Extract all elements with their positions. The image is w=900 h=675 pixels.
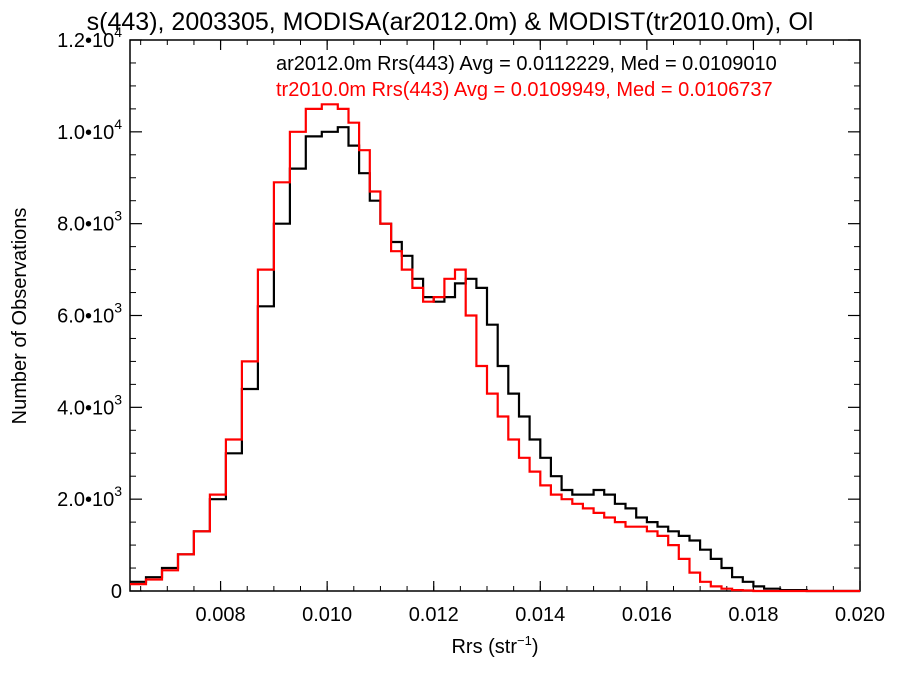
y-axis-label: Number of Observations — [9, 208, 31, 425]
x-tick-label: 0.014 — [515, 604, 565, 626]
y-tick-label: 0 — [111, 581, 122, 603]
x-axis-label: Rrs (str−1) — [451, 633, 538, 658]
y-tick-mantissa: 0 — [111, 581, 122, 603]
y-tick-exponent: 4 — [114, 116, 122, 132]
y-tick-label: 2.0•103 — [57, 483, 122, 511]
y-tick-mantissa: 8.0•10 — [57, 214, 114, 236]
x-axis-label-main: Rrs (str — [451, 636, 517, 658]
y-tick-mantissa: 1.2•10 — [57, 30, 114, 52]
x-tick-label: 0.010 — [302, 604, 352, 626]
x-tick-label: 0.018 — [728, 604, 778, 626]
y-tick-mantissa: 1.0•10 — [57, 122, 114, 144]
y-tick-mantissa: 4.0•10 — [57, 397, 114, 419]
x-tick-label: 0.016 — [622, 604, 672, 626]
x-axis: 0.008 0.010 0.012 0.014 0.016 0.018 0.020 — [140, 40, 885, 626]
series-lines — [130, 103, 860, 593]
series-line-1 — [130, 103, 860, 593]
y-tick-label: 1.0•104 — [57, 116, 122, 144]
y-tick-mantissa: 6.0•10 — [57, 306, 114, 328]
x-axis-label-close: ) — [532, 636, 539, 658]
y-tick-exponent: 4 — [114, 24, 122, 40]
x-tick-label: 0.008 — [196, 604, 246, 626]
x-axis-label-exponent: −1 — [517, 633, 532, 648]
y-tick-exponent: 3 — [114, 208, 122, 224]
y-tick-label: 6.0•103 — [57, 300, 122, 328]
y-tick-mantissa: 2.0•10 — [57, 489, 114, 511]
y-tick-label: 1.2•104 — [57, 24, 122, 52]
y-tick-exponent: 3 — [114, 300, 122, 316]
chart-title: s(443), 2003305, MODISA(ar2012.0m) & MOD… — [87, 8, 814, 36]
x-tick-label: 0.012 — [409, 604, 459, 626]
legend-entry-tr2010: tr2010.0m Rrs(443) Avg = 0.0109949, Med … — [276, 79, 773, 101]
series-line-0 — [130, 126, 860, 593]
y-axis: 02.0•1034.0•1036.0•1038.0•1031.0•1041.2•… — [57, 24, 860, 603]
y-tick-label: 8.0•103 — [57, 208, 122, 236]
y-tick-label: 4.0•103 — [57, 391, 122, 419]
x-tick-label: 0.020 — [835, 604, 885, 626]
plot-frame — [129, 39, 861, 592]
y-tick-exponent: 3 — [114, 391, 122, 407]
y-tick-exponent: 3 — [114, 483, 122, 499]
legend-entry-ar2012: ar2012.0m Rrs(443) Avg = 0.0112229, Med … — [276, 53, 777, 75]
